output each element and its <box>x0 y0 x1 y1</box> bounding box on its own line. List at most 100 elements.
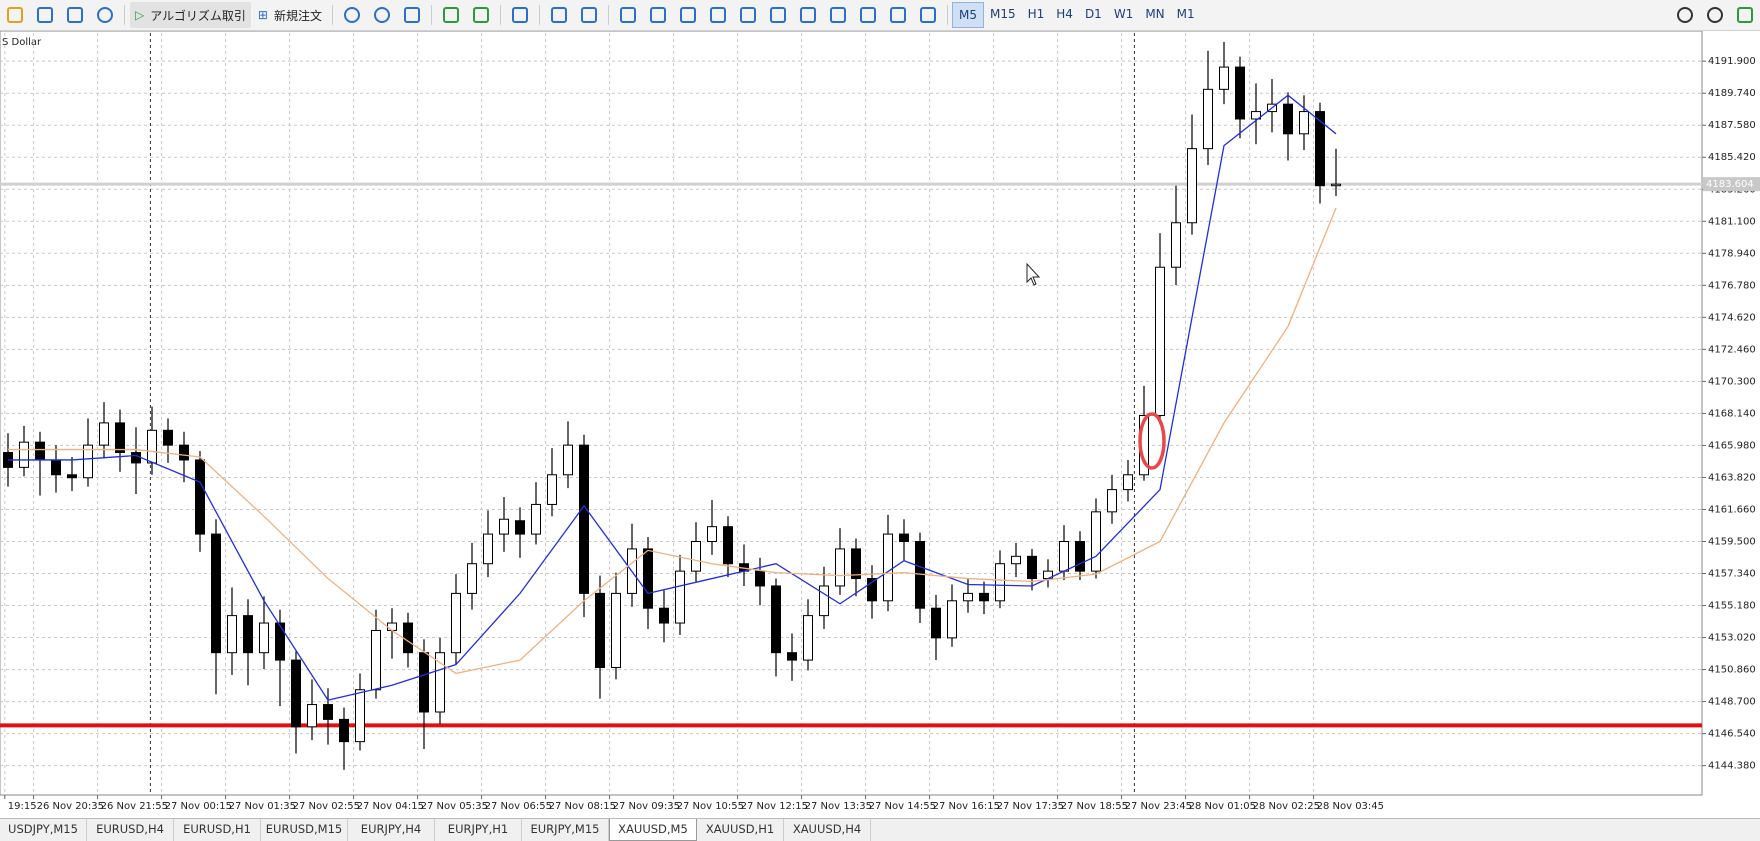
icon[interactable] <box>343 7 360 23</box>
icon[interactable] <box>97 7 113 23</box>
x-tick-label: 26 Nov 21:55 <box>101 801 168 812</box>
timeframe-button[interactable]: M15 <box>989 7 1016 21</box>
y-tick-label: 4159.500 <box>1708 536 1756 547</box>
y-tick-label: 4181.100 <box>1708 216 1756 227</box>
icon[interactable] <box>739 7 756 23</box>
candle-body <box>291 659 301 728</box>
icon[interactable] <box>649 7 666 23</box>
candle-body <box>99 422 109 446</box>
icon[interactable] <box>373 7 390 23</box>
icon[interactable] <box>550 7 567 23</box>
timeframe-button[interactable]: D1 <box>1084 7 1102 21</box>
timeframe-button[interactable]: MN <box>1145 7 1165 21</box>
account-icon[interactable] <box>1707 7 1723 23</box>
candle-body <box>499 518 509 535</box>
icon[interactable] <box>403 7 420 23</box>
icon[interactable] <box>799 7 816 23</box>
candle-body <box>227 615 237 654</box>
candle-body <box>643 548 653 609</box>
candle-body <box>691 540 701 572</box>
chart-tab[interactable]: XAUUSD,M5 <box>609 819 697 841</box>
chart-tab[interactable]: XAUUSD,H1 <box>697 819 784 841</box>
y-tick-label: 4176.780 <box>1708 280 1756 291</box>
icon[interactable] <box>829 7 846 23</box>
icon[interactable] <box>709 7 726 23</box>
timeframe-button[interactable]: W1 <box>1113 7 1134 21</box>
y-tick-label: 4170.300 <box>1708 376 1756 387</box>
y-tick-label: 4163.820 <box>1708 472 1756 483</box>
icon[interactable] <box>859 7 876 23</box>
icon[interactable] <box>769 7 786 23</box>
grid <box>0 33 1702 795</box>
chart-tab[interactable]: USDJPY,M15 <box>0 819 87 841</box>
y-tick-label: 4168.140 <box>1708 408 1756 419</box>
timeframe-button[interactable]: H1 <box>1027 7 1045 21</box>
timeframe-button[interactable]: M5 <box>951 2 984 28</box>
icon[interactable] <box>580 7 597 23</box>
moving-average <box>8 94 1337 701</box>
x-tick-label: 19:15 <box>8 801 37 812</box>
candle-body <box>771 585 781 654</box>
cursor <box>1026 262 1041 286</box>
search-icon[interactable] <box>1677 7 1693 23</box>
signal-icon[interactable] <box>1737 7 1753 23</box>
icon[interactable] <box>442 7 459 23</box>
icon[interactable] <box>919 7 936 23</box>
last-price-label: 4183.604 <box>1706 179 1754 190</box>
candle-body <box>19 441 29 468</box>
icon[interactable] <box>679 7 696 23</box>
icon[interactable] <box>7 7 23 23</box>
tabs: USDJPY,M15 EURUSD,H4 EURUSD,H1 EURUSD,M15 EU… <box>0 818 1760 841</box>
candle-body <box>931 607 941 639</box>
y-tick-label: 4185.420 <box>1708 152 1756 163</box>
icon[interactable] <box>889 7 906 23</box>
algo-button[interactable]: ▷ アルゴリズム取引 <box>130 2 251 28</box>
x-tick-label: 27 Nov 12:15 <box>741 801 808 812</box>
candle-body <box>995 563 1005 602</box>
button-label: アルゴリズム取引 <box>150 8 246 23</box>
y-tick-label: 4187.580 <box>1708 120 1756 131</box>
icon[interactable] <box>67 7 83 23</box>
candle-body <box>1203 88 1213 150</box>
chart-tab[interactable]: EURUSD,H4 <box>87 819 174 841</box>
y-tick-label: 4146.540 <box>1708 729 1756 740</box>
candle-body <box>1187 148 1197 224</box>
icon[interactable] <box>472 7 489 23</box>
chart-tab[interactable]: EURJPY,H1 <box>435 819 522 841</box>
candle-body <box>275 622 285 661</box>
candle-body <box>323 704 333 720</box>
candle-body <box>483 533 493 565</box>
candle-body <box>1075 540 1085 572</box>
candle-body <box>787 652 797 661</box>
y-tick-label: 4191.900 <box>1708 56 1756 67</box>
x-tick-label: 27 Nov 14:55 <box>869 801 936 812</box>
timeframe-button[interactable]: H4 <box>1056 7 1073 21</box>
timeframe-button[interactable]: M1 <box>1176 7 1195 21</box>
x-tick-label: 27 Nov 17:35 <box>997 801 1064 812</box>
candle-body <box>547 474 557 505</box>
y-tick-label: 4174.620 <box>1708 312 1756 323</box>
separator <box>946 5 948 25</box>
candle-body <box>211 533 221 654</box>
chart-tab[interactable]: EURJPY,H4 <box>348 819 435 841</box>
candle-body <box>883 533 893 602</box>
x-tick-label: 27 Nov 23:45 <box>1125 801 1192 812</box>
chart-tab[interactable]: XAUUSD,H4 <box>784 819 871 841</box>
candle-body <box>83 444 93 479</box>
y-tick-label: 4189.740 <box>1708 88 1756 99</box>
candle-body <box>1219 66 1229 90</box>
axis: 4191.9004189.7404187.5804185.4204183.260… <box>0 56 1760 812</box>
icon[interactable] <box>619 7 636 23</box>
toolbar: ▷ アルゴリズム取引 ⊞ 新規注文 M5 M15 H1 H4 D1 W1 MN M1 <box>0 0 1760 31</box>
chart-tab[interactable]: EURUSD,H1 <box>174 819 261 841</box>
candle-body <box>195 459 205 535</box>
icon[interactable] <box>37 7 53 23</box>
icon[interactable] <box>511 7 528 23</box>
candle-body <box>899 533 909 542</box>
x-tick-label: 27 Nov 13:35 <box>805 801 872 812</box>
candle-body <box>819 585 829 617</box>
x-tick-label: 28 Nov 01:05 <box>1189 801 1256 812</box>
order-button[interactable]: ⊞ 新規注文 <box>257 8 322 23</box>
chart-tab[interactable]: EURUSD,M15 <box>261 819 348 841</box>
chart-tab[interactable]: EURJPY,M15 <box>522 819 609 841</box>
